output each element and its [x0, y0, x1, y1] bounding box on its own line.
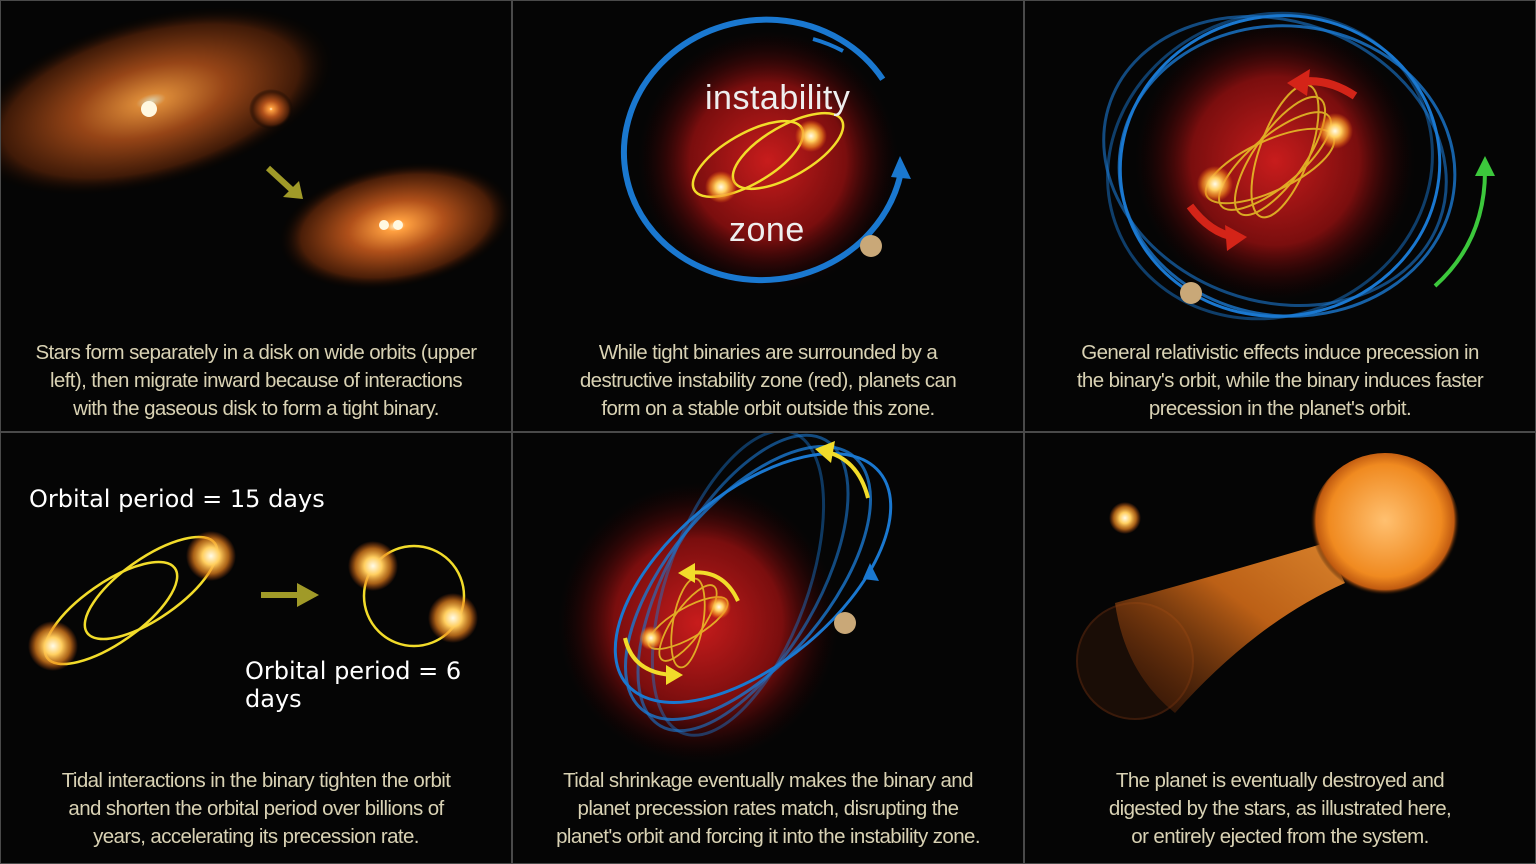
- orbit-disruption-illustration: [558, 433, 893, 763]
- caption-line: Stars form separately in a disk on wide …: [35, 341, 477, 364]
- caption-line: While tight binaries are surrounded by a: [598, 341, 938, 364]
- caption-line: planet precession rates match, disruptin…: [577, 797, 960, 820]
- zone-label: zone: [729, 211, 805, 249]
- caption-line: digested by the stars, as illustrated he…: [1108, 797, 1452, 820]
- migration-arrow-icon: [265, 165, 296, 194]
- caption: General relativistic effects induce prec…: [1025, 339, 1535, 423]
- caption: Tidal interactions in the binary tighten…: [1, 767, 511, 851]
- caption: Stars form separately in a disk on wide …: [1, 339, 511, 423]
- caption-line: with the gaseous disk to form a tight bi…: [73, 397, 439, 420]
- caption-line: and shorten the orbital period over bill…: [68, 797, 444, 820]
- caption-line: The planet is eventually destroyed and: [1115, 769, 1445, 792]
- caption-line: or entirely ejected from the system.: [1131, 825, 1429, 848]
- panel-planet-destruction: The planet is eventually destroyed and d…: [1024, 432, 1536, 864]
- caption-line: Tidal shrinkage eventually makes the bin…: [563, 769, 973, 792]
- planet-destruction-illustration: [1076, 453, 1460, 720]
- panel-precession: General relativistic effects induce prec…: [1024, 0, 1536, 432]
- caption: The planet is eventually destroyed and d…: [1025, 767, 1535, 851]
- precession-illustration: [1102, 11, 1495, 321]
- caption: While tight binaries are surrounded by a…: [513, 339, 1023, 423]
- planet-icon: [860, 235, 882, 257]
- caption-line: years, accelerating its precession rate.: [93, 825, 419, 848]
- caption-line: precession in the planet's orbit.: [1148, 397, 1412, 420]
- caption-line: destructive instability zone (red), plan…: [579, 369, 957, 392]
- caption-line: planet's orbit and forcing it into the i…: [556, 825, 980, 848]
- disk-migration-illustration: [1, 5, 511, 291]
- caption-line: Tidal interactions in the binary tighten…: [61, 769, 451, 792]
- panel-instability-zone: instability zone While tight binaries ar…: [512, 0, 1024, 432]
- period-after-label: Orbital period = 6 days: [245, 657, 462, 713]
- panel-disk-formation: Stars form separately in a disk on wide …: [0, 0, 512, 432]
- instability-label: instability: [705, 79, 851, 117]
- panel-orbit-disruption: Tidal shrinkage eventually makes the bin…: [512, 432, 1024, 864]
- caption-line: form on a stable orbit outside this zone…: [601, 397, 935, 420]
- planet-icon: [1180, 282, 1202, 304]
- instability-zone-illustration: [620, 16, 911, 291]
- caption-line: the binary's orbit, while the binary ind…: [1076, 369, 1484, 392]
- period-before-label: Orbital period = 15 days: [29, 485, 325, 513]
- caption-line: left), then migrate inward because of in…: [49, 369, 463, 392]
- caption-line: General relativistic effects induce prec…: [1081, 341, 1479, 364]
- planet-icon: [834, 612, 856, 634]
- panel-tidal-tightening: Orbital period = 15 days Orbital period …: [0, 432, 512, 864]
- tidal-tightening-illustration: [28, 531, 478, 671]
- caption: Tidal shrinkage eventually makes the bin…: [513, 767, 1023, 851]
